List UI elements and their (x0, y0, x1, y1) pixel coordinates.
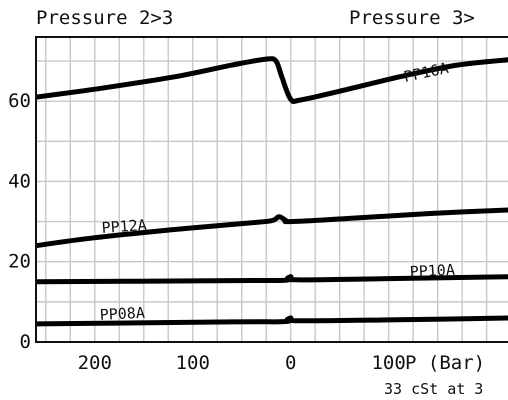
series-line-pp12a (36, 207, 508, 249)
x-tick-label: 100 (371, 352, 405, 374)
x-axis-label: P (Bar) (405, 352, 485, 374)
header-left: Pressure 2>3 (36, 7, 173, 29)
curves (36, 56, 508, 327)
series-label-pp08a: PP08A (99, 304, 145, 324)
series-label-pp10a: PP10A (409, 261, 455, 281)
series-labels: PP16A PP12A PP10A PP08A (99, 59, 455, 324)
y-tick-label: 0 (20, 331, 31, 353)
y-tick-labels: 0 20 40 60 (8, 90, 31, 353)
series-line-pp08a (36, 315, 508, 327)
x-tick-label: 200 (78, 352, 112, 374)
footnote: 33 cSt at 3 (384, 380, 483, 398)
y-tick-label: 20 (8, 251, 31, 273)
grid (36, 37, 508, 342)
x-tick-label: 0 (285, 352, 296, 374)
x-tick-label: 100 (176, 352, 210, 374)
y-tick-label: 40 (8, 170, 31, 192)
plot-frame (35, 36, 508, 343)
x-tick-labels: 200 100 0 100 (78, 352, 406, 374)
series-label-pp12a: PP12A (101, 216, 147, 237)
series-line-pp10a (36, 274, 508, 285)
header-right: Pressure 3> (349, 7, 475, 29)
series-label-pp16a: PP16A (402, 59, 450, 86)
y-tick-label: 60 (8, 90, 31, 112)
series-line-pp16a (36, 56, 508, 105)
